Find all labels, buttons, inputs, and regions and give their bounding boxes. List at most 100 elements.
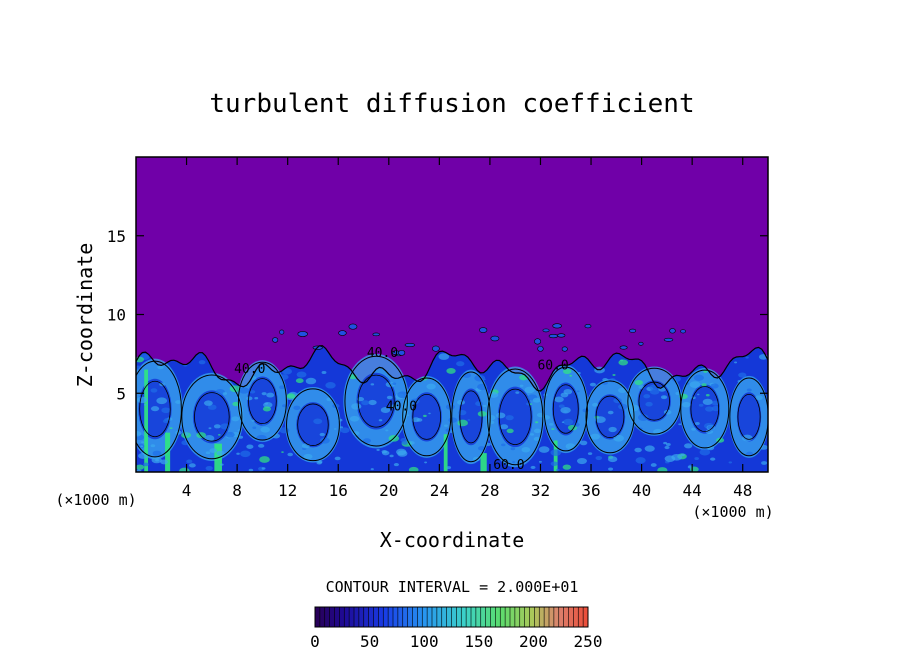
colorbar-cell	[422, 607, 428, 627]
texture-cell	[340, 427, 350, 434]
colorbar-cell	[451, 607, 457, 627]
colorbar-cell	[412, 607, 418, 627]
texture-cell	[393, 462, 399, 467]
texture-cell	[220, 463, 224, 466]
detached-cell	[432, 345, 440, 352]
texture-cell	[618, 359, 629, 366]
colorbar-cell	[319, 607, 326, 627]
texture-cell	[551, 428, 555, 431]
colorbar-cell	[514, 607, 521, 627]
texture-cell	[590, 433, 600, 440]
texture-cell	[488, 420, 495, 425]
texture-cell	[287, 452, 294, 457]
colorbar-cell	[407, 607, 413, 627]
texture-cell	[457, 419, 469, 427]
texture-cell	[238, 435, 244, 439]
colorbar-cell	[446, 607, 452, 627]
texture-cell	[263, 401, 273, 408]
texture-cell	[317, 460, 323, 464]
texture-cell	[389, 454, 394, 458]
colorbar-cell	[466, 607, 472, 627]
detached-cell	[537, 345, 544, 352]
texture-cell	[408, 441, 415, 445]
colorbar-cell	[583, 607, 589, 627]
texture-cell	[279, 385, 285, 390]
colorbar-cell	[485, 607, 491, 627]
x-tick-label: 12	[278, 481, 297, 500]
detached-cell	[680, 329, 686, 334]
contour-line	[344, 355, 408, 447]
texture-cell	[333, 428, 337, 430]
texture-cell	[321, 370, 327, 375]
texture-cell	[698, 403, 704, 407]
texture-cell	[529, 403, 533, 405]
texture-cell	[579, 440, 588, 446]
texture-cell	[754, 395, 763, 401]
texture-cell	[684, 443, 693, 449]
contour-line	[585, 380, 635, 454]
texture-cell	[186, 459, 193, 464]
texture-cell	[592, 402, 599, 407]
texture-cell	[303, 453, 313, 460]
texture-cell	[416, 418, 423, 422]
texture-cell	[613, 397, 622, 404]
texture-cell	[618, 387, 627, 394]
texture-cell	[428, 412, 431, 415]
texture-cell	[594, 416, 606, 423]
y-tick-label: 10	[107, 306, 126, 325]
texture-cell	[634, 447, 642, 453]
x-tick-label: 8	[232, 481, 242, 500]
colorbar-tick-label: 200	[519, 632, 548, 651]
texture-cell	[143, 404, 147, 406]
colorbar-cell	[378, 607, 384, 627]
y-tick-label: 15	[107, 227, 126, 246]
colorbar-cell	[461, 607, 467, 627]
texture-cell	[689, 381, 701, 388]
contour-line	[737, 393, 761, 440]
texture-cell	[136, 464, 145, 470]
texture-cell	[175, 400, 182, 404]
colorbar-cell	[490, 607, 496, 627]
colorbar-cell	[544, 607, 550, 627]
texture-cell	[696, 393, 700, 396]
colorbar-cell	[363, 607, 369, 627]
detached-cell	[479, 327, 488, 333]
texture-cell	[512, 461, 516, 463]
x-tick-label: 48	[733, 481, 752, 500]
x-tick-label: 20	[379, 481, 398, 500]
texture-cell	[645, 401, 653, 407]
texture-cell	[678, 423, 682, 426]
contour-line	[181, 374, 243, 460]
texture-cell	[251, 419, 255, 422]
texture-cell	[138, 452, 148, 459]
texture-cell	[475, 401, 484, 407]
detached-cell	[404, 342, 416, 347]
texture-cell	[521, 447, 531, 453]
texture-cell	[232, 401, 240, 407]
texture-cell	[266, 392, 275, 398]
texture-cell	[169, 427, 173, 430]
texture-cell	[706, 445, 715, 451]
detached-cell	[279, 329, 285, 335]
texture-cell	[576, 457, 587, 465]
contour-label: 40.0	[367, 346, 398, 361]
texture-cell	[150, 444, 156, 448]
detached-cell	[663, 337, 674, 342]
x-tick-label: 40	[632, 481, 651, 500]
texture-cell	[549, 423, 554, 426]
colorbar-cell	[480, 607, 486, 627]
y-axis-ticks: 5 10 15	[107, 227, 768, 403]
texture-cell	[368, 399, 377, 406]
texture-cell	[550, 449, 562, 456]
texture-cell	[386, 395, 393, 400]
contour-label: 60.0	[493, 458, 524, 473]
texture-cell	[634, 379, 643, 386]
texture-cell	[423, 414, 427, 418]
y-axis-title: Z-coordinate	[73, 243, 97, 388]
colorbar-cell	[383, 607, 389, 627]
texture-cell	[664, 445, 670, 450]
texture-cell	[256, 434, 267, 442]
texture-cell	[519, 384, 524, 387]
texture-cell	[157, 365, 164, 370]
contour-line	[552, 384, 579, 434]
